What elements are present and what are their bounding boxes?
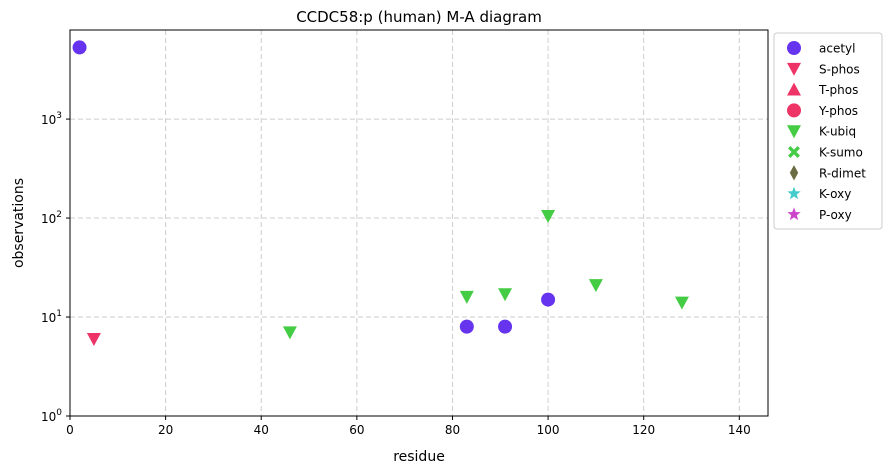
legend: acetyl S-phos T-phos Y-phos K-ubiq K-sumo R-di… [773,32,883,230]
plot-frame [69,29,769,417]
legend-label-t-phos: T-phos [818,83,858,97]
legend-label-k-ubiq: K-ubiq [819,125,856,139]
legend-label-k-sumo: K-sumo [819,146,863,160]
data-point-k-ubiq [459,290,474,304]
legend-label-k-oxy: K-oxy [819,187,851,201]
legend-marker-acetyl [787,41,801,55]
legend-label-r-dimet: R-dimet [819,166,866,180]
data-point-k-ubiq [674,296,689,310]
x-tick-label: 20 [158,423,173,437]
legend-marker-k-oxy [787,186,801,200]
legend-label-acetyl: acetyl [819,42,855,56]
y-axis-ticks: 100 101 102 103 [41,111,70,424]
legend-marker-t-phos [787,82,801,96]
legend-marker-s-phos [787,62,801,76]
data-point-k-ubiq [588,279,603,293]
y-tick-label: 102 [41,210,62,226]
y-tick-label: 100 [41,408,62,424]
data-point-k-ubiq [498,288,513,302]
data-point-acetyl [541,292,556,307]
y-tick-label: 101 [41,309,62,325]
grid-lines [70,30,768,416]
legend-marker-y-phos [787,103,801,118]
data-point-acetyl [72,40,87,55]
legend-items: acetyl S-phos T-phos Y-phos K-ubiq K-sumo R-di… [787,41,866,222]
x-tick-label: 120 [632,423,655,437]
x-tick-label: 60 [349,423,364,437]
legend-label-s-phos: S-phos [819,62,860,76]
x-axis-label: residue [393,449,445,465]
legend-marker-r-dimet [789,165,799,181]
data-point-acetyl [498,319,513,334]
x-tick-label: 80 [445,423,460,437]
y-axis-label: observations [11,178,27,268]
x-tick-label: 100 [537,423,560,437]
data-point-k-ubiq [282,326,297,340]
legend-label-y-phos: Y-phos [818,104,858,118]
legend-marker-k-sumo [788,146,800,158]
data-point-k-ubiq [541,210,556,223]
chart-title: CCDC58:p (human) M-A diagram [296,8,542,26]
x-axis-ticks: 0 20 40 60 80 100 120 140 [66,416,751,437]
legend-marker-k-ubiq [787,125,801,139]
x-tick-label: 140 [728,423,751,437]
data-point-acetyl [459,319,474,334]
legend-marker-p-oxy [787,207,801,221]
y-tick-label: 103 [41,111,62,127]
legend-box [773,32,883,230]
x-tick-label: 0 [66,423,74,437]
legend-label-p-oxy: P-oxy [819,208,852,222]
data-point-s-phos [86,333,101,346]
x-tick-label: 40 [254,423,269,437]
data-points [72,40,689,346]
